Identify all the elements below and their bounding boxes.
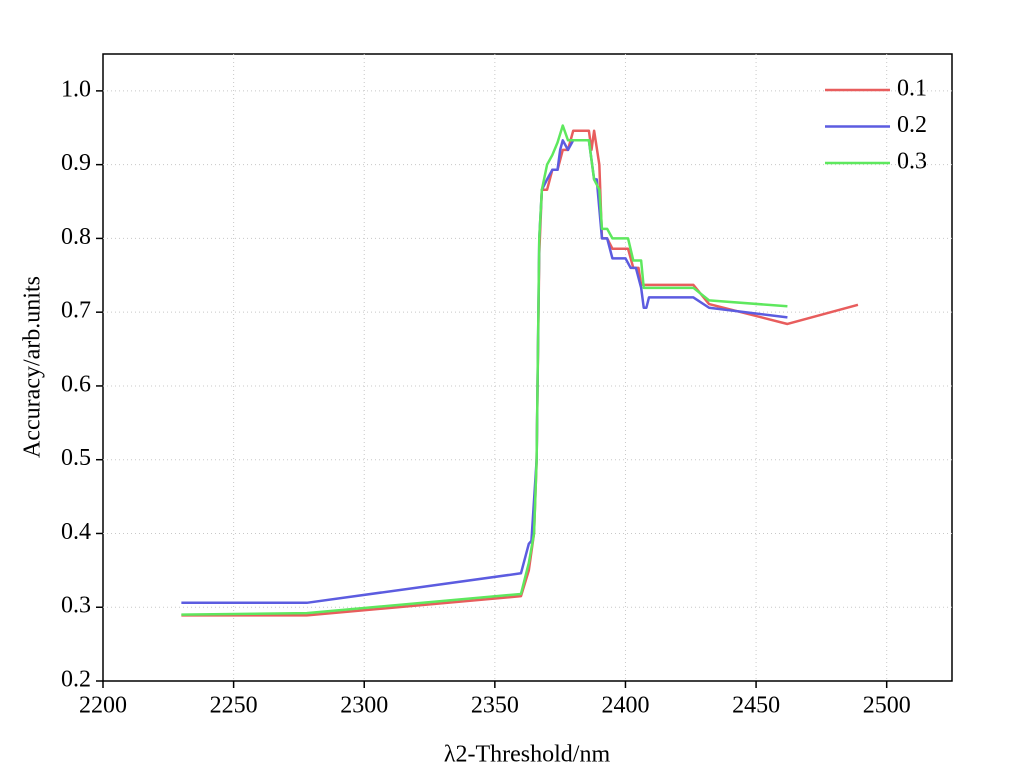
x-tick-label: 2300 bbox=[340, 693, 388, 719]
y-tick-label: 0.5 bbox=[61, 445, 91, 471]
legend-label: 0.3 bbox=[897, 149, 927, 175]
x-tick-label: 2200 bbox=[79, 693, 127, 719]
x-tick-label: 2450 bbox=[732, 693, 780, 719]
x-tick-label: 2350 bbox=[471, 693, 519, 719]
y-tick-label: 0.7 bbox=[61, 298, 91, 324]
x-tick-label: 2250 bbox=[210, 693, 258, 719]
y-tick-label: 0.3 bbox=[61, 593, 91, 619]
y-tick-label: 0.2 bbox=[61, 667, 91, 693]
legend-label: 0.2 bbox=[897, 112, 927, 138]
y-axis-title: Accuracy/arb.units bbox=[20, 276, 46, 458]
x-axis-title: λ2-Threshold/nm bbox=[444, 742, 611, 768]
y-tick-label: 0.6 bbox=[61, 371, 91, 397]
line-series bbox=[181, 139, 788, 605]
x-tick-label: 2400 bbox=[601, 693, 649, 719]
y-tick-label: 0.9 bbox=[61, 150, 91, 176]
x-tick-label: 2500 bbox=[863, 693, 911, 719]
plot-frame bbox=[102, 53, 953, 682]
line-series bbox=[181, 124, 788, 616]
legend-label: 0.1 bbox=[897, 76, 927, 102]
y-tick-label: 0.4 bbox=[61, 519, 91, 545]
y-tick-label: 1.0 bbox=[61, 76, 91, 102]
y-tick-label: 0.8 bbox=[61, 224, 91, 250]
